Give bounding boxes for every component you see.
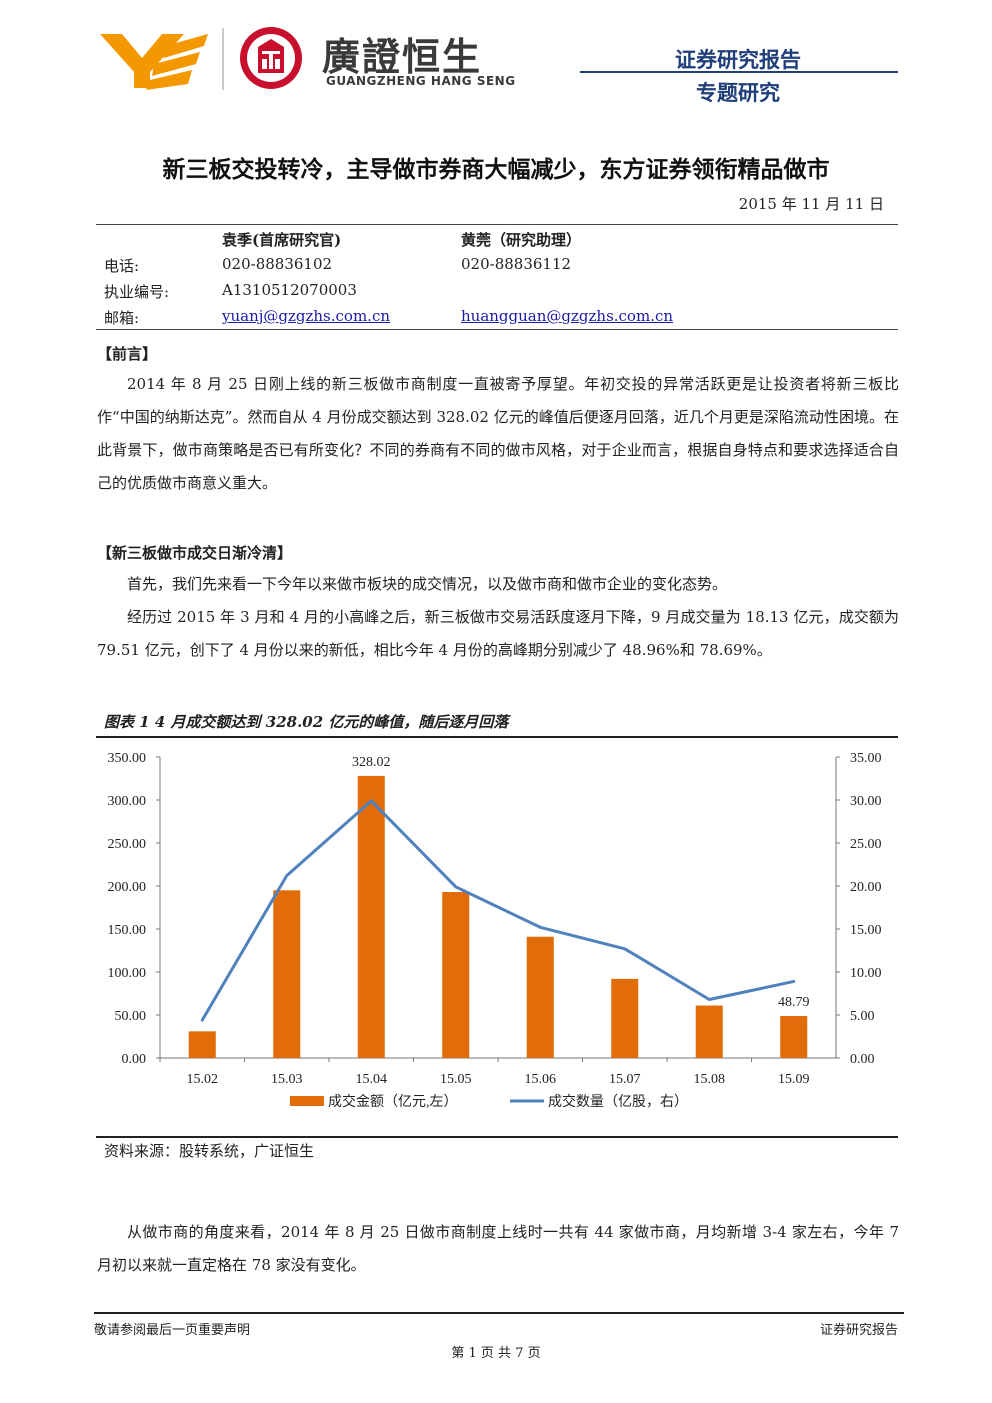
legend-line-label: 成交数量（亿股，右） <box>548 1093 688 1110</box>
bar-15.09 <box>780 1016 808 1058</box>
phone-label: 电话: <box>104 257 140 275</box>
report-title: 新三板交投转冷，主导做市券商大幅减少，东方证券领衔精品做市 <box>162 156 830 183</box>
header-rule <box>580 71 898 73</box>
x-tick-label: 15.07 <box>609 1072 641 1087</box>
bar-15.06 <box>526 936 554 1058</box>
page-number: 第 1 页 共 7 页 <box>451 1346 541 1361</box>
figure-title: 图表 1 4 月成交额达到 328.02 亿元的峰值，随后逐月回落 <box>104 713 509 731</box>
x-tick-label: 15.05 <box>440 1072 472 1087</box>
bar-15.05 <box>442 892 470 1058</box>
email-label: 邮箱: <box>104 309 140 327</box>
left-tick-label: 300.00 <box>108 794 147 809</box>
figure-top-rule <box>96 736 898 738</box>
x-tick-label: 15.02 <box>187 1072 219 1087</box>
report-type: 证券研究报告 <box>675 48 801 72</box>
legend-bar-label: 成交金额（亿元,左） <box>328 1093 458 1110</box>
footer-report-type: 证券研究报告 <box>819 1323 898 1338</box>
x-tick-label: 15.08 <box>694 1072 726 1087</box>
volume-line <box>200 799 796 1022</box>
right-tick-label: 10.00 <box>850 966 882 981</box>
bar-15.03 <box>273 890 301 1058</box>
logo-chinese-name: 廣證恒生 <box>322 35 483 79</box>
author-table-top-rule <box>96 224 898 225</box>
logo-separator <box>222 28 224 90</box>
figure-source: 资料来源：股转系统，广证恒生 <box>104 1142 315 1160</box>
author-2-phone: 020-88836112 <box>461 255 572 273</box>
left-tick-label: 350.00 <box>108 751 147 766</box>
company-seal-logo <box>238 25 304 91</box>
closing-paragraph: 从做市商的角度来看，2014 年 8 月 25 日做市商制度上线时一共有 44 … <box>97 1223 899 1274</box>
preface-paragraph: 2014 年 8 月 25 日刚上线的新三板做市商制度一直被寄予厚望。年初交投的… <box>97 375 899 492</box>
right-tick-label: 35.00 <box>850 751 882 766</box>
figure-bottom-rule <box>96 1136 898 1138</box>
section-paragraph-2: 经历过 2015 年 3 月和 4 月的小高峰之后，新三板做市交易活跃度逐月下降… <box>97 608 899 659</box>
company-logo-mark <box>100 28 212 90</box>
footer-disclaimer: 敬请参阅最后一页重要声明 <box>94 1323 251 1338</box>
left-tick-label: 200.00 <box>108 880 147 895</box>
left-tick-label: 100.00 <box>108 966 147 981</box>
section-heading: 【新三板做市成交日渐冷清】 <box>97 544 293 562</box>
report-date: 2015 年 11 月 11 日 <box>738 195 884 213</box>
author-table-bottom-rule <box>96 329 898 330</box>
right-tick-label: 0.00 <box>850 1052 875 1067</box>
data-label-15.09: 48.79 <box>778 995 810 1010</box>
left-tick-label: 150.00 <box>108 923 147 938</box>
right-tick-label: 25.00 <box>850 837 882 852</box>
license-label: 执业编号: <box>104 283 170 301</box>
logo-english-name: GUANGZHENG HANG SENG <box>326 74 516 88</box>
author-1-email-link[interactable]: yuanj@gzgzhs.com.cn <box>222 307 391 325</box>
right-tick-label: 20.00 <box>850 880 882 895</box>
legend-bar-swatch <box>290 1096 324 1106</box>
right-tick-label: 30.00 <box>850 794 882 809</box>
right-tick-label: 15.00 <box>850 923 882 938</box>
bar-15.08 <box>695 1005 723 1058</box>
preface-heading: 【前言】 <box>97 345 158 363</box>
left-tick-label: 0.00 <box>122 1052 147 1067</box>
author-1-phone: 020-88836102 <box>222 255 333 273</box>
x-tick-label: 15.03 <box>271 1072 303 1087</box>
author-2-email-link[interactable]: huangguan@gzgzhs.com.cn <box>461 307 674 325</box>
left-tick-label: 50.00 <box>115 1009 147 1024</box>
x-tick-label: 15.06 <box>525 1072 557 1087</box>
chart-container: 0.00 50.00 100.00 150.00 200.00 250.00 300.00 3… <box>96 740 898 1134</box>
combo-chart: 0.00 50.00 100.00 150.00 200.00 250.00 300.00 3… <box>108 751 882 1110</box>
bar-15.04 <box>357 775 385 1058</box>
bar-15.07 <box>611 978 639 1058</box>
section-paragraph-1: 首先，我们先来看一下今年以来做市板块的成交情况，以及做市商和做市企业的变化态势。 <box>127 575 728 593</box>
x-tick-label: 15.04 <box>356 1072 388 1087</box>
author-2-name: 黄莞（研究助理） <box>461 231 582 249</box>
data-label-15.04: 328.02 <box>352 755 391 770</box>
author-1-name: 袁季(首席研究官) <box>222 231 342 249</box>
report-subtype: 专题研究 <box>696 81 780 105</box>
footer-rule <box>94 1312 904 1314</box>
author-1-license: A1310512070003 <box>222 281 357 299</box>
x-tick-label: 15.09 <box>778 1072 810 1087</box>
right-tick-label: 5.00 <box>850 1009 875 1024</box>
left-tick-label: 250.00 <box>108 837 147 852</box>
bar-15.02 <box>188 1031 216 1058</box>
